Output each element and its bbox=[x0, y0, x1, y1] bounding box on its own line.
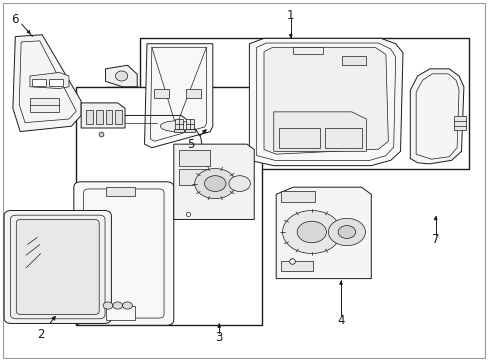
Polygon shape bbox=[264, 47, 387, 154]
Polygon shape bbox=[81, 103, 125, 128]
Bar bbox=[86, 110, 93, 125]
Text: 7: 7 bbox=[431, 233, 439, 246]
Polygon shape bbox=[144, 44, 212, 148]
Bar bbox=[178, 169, 210, 185]
Circle shape bbox=[297, 221, 326, 243]
Bar bbox=[281, 261, 312, 271]
Circle shape bbox=[103, 302, 113, 309]
Bar bbox=[115, 110, 122, 125]
Bar bbox=[32, 79, 46, 86]
Polygon shape bbox=[173, 144, 254, 220]
Text: 1: 1 bbox=[286, 9, 294, 22]
Bar bbox=[278, 128, 320, 148]
Bar bbox=[96, 110, 102, 125]
Bar bbox=[325, 128, 361, 148]
Ellipse shape bbox=[160, 121, 192, 132]
Polygon shape bbox=[13, 35, 81, 132]
Bar bbox=[184, 129, 194, 132]
Bar bbox=[341, 56, 366, 65]
Text: 6: 6 bbox=[12, 13, 19, 26]
Polygon shape bbox=[273, 112, 366, 151]
Circle shape bbox=[122, 302, 132, 309]
Bar bbox=[105, 306, 135, 320]
Bar bbox=[105, 187, 135, 196]
FancyBboxPatch shape bbox=[4, 211, 111, 323]
Bar bbox=[173, 129, 183, 132]
Bar bbox=[293, 47, 322, 54]
Polygon shape bbox=[249, 39, 402, 166]
Circle shape bbox=[228, 176, 250, 192]
Polygon shape bbox=[105, 65, 137, 87]
Circle shape bbox=[204, 176, 225, 192]
Circle shape bbox=[113, 302, 122, 309]
Polygon shape bbox=[30, 72, 69, 89]
Text: 4: 4 bbox=[337, 314, 344, 327]
Bar bbox=[453, 116, 466, 130]
Bar bbox=[105, 110, 112, 125]
Circle shape bbox=[337, 226, 355, 238]
Bar bbox=[49, 79, 63, 86]
Polygon shape bbox=[105, 39, 468, 169]
Bar bbox=[154, 89, 168, 98]
Text: 5: 5 bbox=[187, 130, 206, 151]
Polygon shape bbox=[276, 187, 370, 279]
Bar bbox=[178, 149, 210, 166]
FancyBboxPatch shape bbox=[10, 215, 105, 319]
Text: 3: 3 bbox=[215, 330, 223, 343]
Circle shape bbox=[282, 211, 340, 253]
Bar bbox=[185, 119, 193, 129]
Circle shape bbox=[194, 168, 235, 199]
Circle shape bbox=[328, 219, 365, 246]
Bar bbox=[174, 119, 182, 129]
FancyBboxPatch shape bbox=[74, 182, 173, 325]
Bar bbox=[185, 89, 200, 98]
Text: 2: 2 bbox=[38, 316, 55, 341]
FancyBboxPatch shape bbox=[16, 220, 99, 315]
Bar bbox=[281, 191, 315, 202]
Polygon shape bbox=[409, 69, 463, 164]
Bar bbox=[30, 98, 59, 112]
Bar bbox=[76, 87, 261, 325]
Ellipse shape bbox=[115, 71, 127, 81]
